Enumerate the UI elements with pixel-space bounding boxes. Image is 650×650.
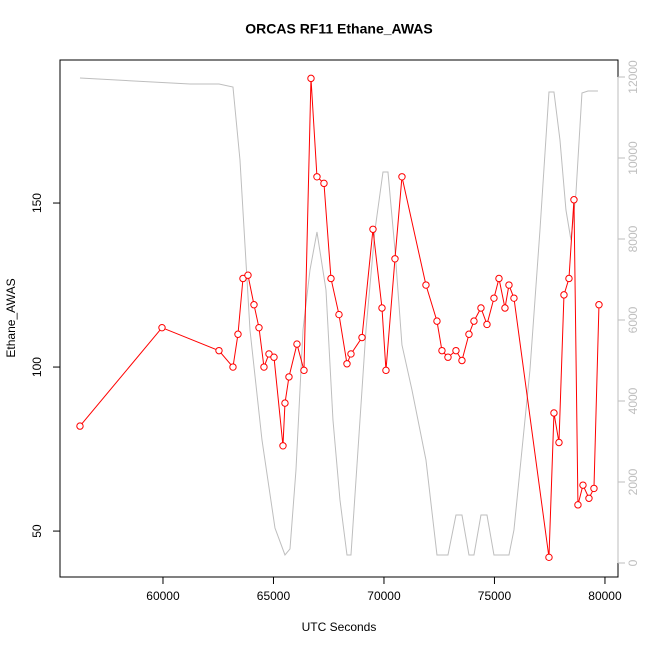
point xyxy=(244,271,252,279)
point xyxy=(293,340,301,348)
point xyxy=(483,320,491,329)
y-tick-label: 150 xyxy=(30,193,44,213)
point xyxy=(579,481,587,489)
point xyxy=(335,310,343,319)
point xyxy=(281,399,289,407)
point xyxy=(550,409,558,417)
point xyxy=(444,353,452,361)
point xyxy=(250,301,258,309)
point xyxy=(452,346,460,355)
point xyxy=(422,281,430,289)
point xyxy=(255,323,263,332)
y-tick-label: 100 xyxy=(30,357,44,377)
point xyxy=(358,333,366,342)
series-line xyxy=(79,77,598,556)
point xyxy=(438,346,446,355)
point xyxy=(313,173,321,181)
point xyxy=(343,360,351,368)
x-tick-label: 75000 xyxy=(478,589,512,603)
point xyxy=(501,304,509,312)
point xyxy=(239,274,247,283)
point xyxy=(234,330,242,338)
point xyxy=(433,317,441,325)
point xyxy=(545,553,553,562)
x-tick-label: 80000 xyxy=(588,589,622,603)
x-tick-label: 60000 xyxy=(146,589,180,603)
point xyxy=(495,274,503,283)
y2-tick-label: 2000 xyxy=(626,468,640,495)
point xyxy=(555,438,563,447)
y-axis-label: Ethane_AWAS xyxy=(4,278,18,357)
chart-title: ORCAS RF11 Ethane_AWAS xyxy=(245,21,433,37)
x-axis-label: UTC Seconds xyxy=(302,620,377,634)
y2-tick-label: 10000 xyxy=(626,141,640,175)
y2-tick-label: 12000 xyxy=(626,60,640,94)
point xyxy=(327,274,335,283)
point xyxy=(158,323,166,332)
point xyxy=(391,255,399,263)
point xyxy=(270,353,278,361)
point xyxy=(265,350,273,358)
point xyxy=(458,356,466,365)
point xyxy=(398,173,406,181)
point xyxy=(369,225,377,233)
point xyxy=(585,494,593,502)
y2-tick-label: 4000 xyxy=(626,387,640,414)
point xyxy=(347,350,355,358)
point xyxy=(320,179,328,188)
point xyxy=(279,442,287,450)
y2-tick-label: 8000 xyxy=(626,225,640,252)
point xyxy=(490,294,498,302)
x-tick-label: 70000 xyxy=(367,589,401,603)
point xyxy=(595,301,603,309)
point xyxy=(477,304,485,312)
point xyxy=(260,363,268,371)
point xyxy=(470,317,478,325)
y-tick-label: 50 xyxy=(30,524,44,538)
point xyxy=(574,501,582,509)
plot-box xyxy=(59,59,619,578)
point xyxy=(229,363,237,371)
point xyxy=(307,74,315,83)
point xyxy=(570,196,578,204)
point xyxy=(76,422,84,430)
point xyxy=(378,304,386,312)
point xyxy=(215,346,223,355)
y2-tick-label: 6000 xyxy=(626,306,640,333)
point xyxy=(590,484,598,493)
x-tick-label: 65000 xyxy=(257,589,291,603)
point xyxy=(382,366,390,375)
point xyxy=(505,281,513,289)
y2-tick-label: 0 xyxy=(626,559,640,566)
point xyxy=(300,366,308,375)
point xyxy=(510,294,518,302)
point xyxy=(285,373,293,381)
point xyxy=(465,330,473,338)
point xyxy=(560,291,568,299)
point xyxy=(565,274,573,283)
